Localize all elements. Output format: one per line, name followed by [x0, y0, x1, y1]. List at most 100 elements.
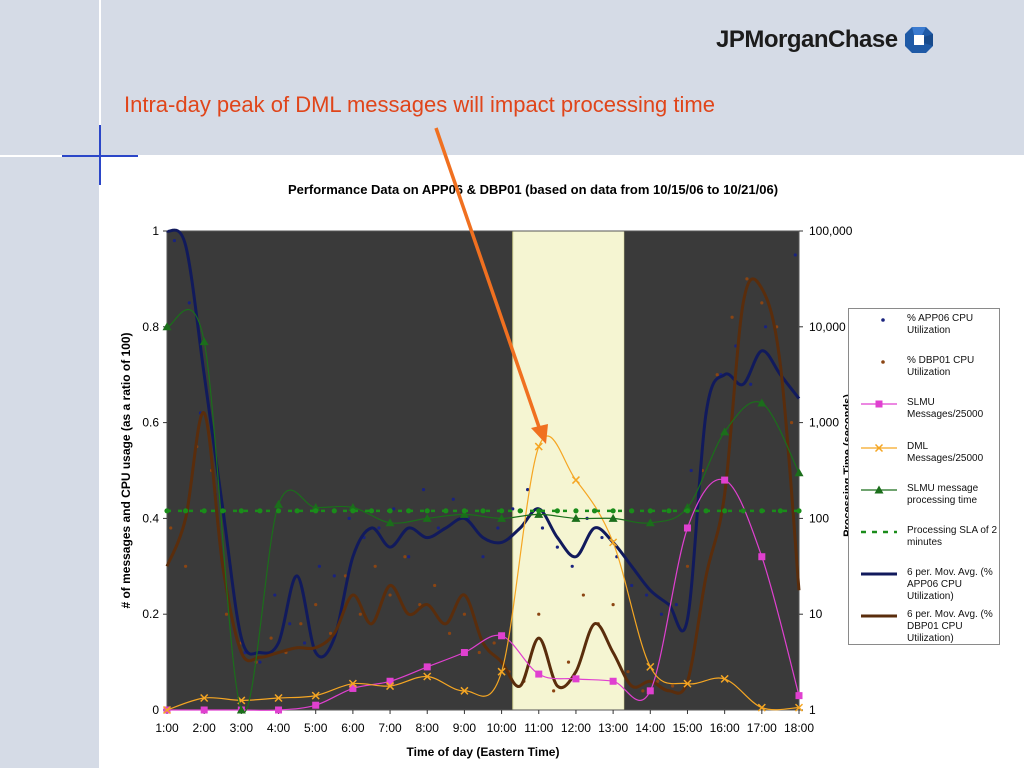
- y-tick-label: 1: [152, 224, 159, 238]
- scatter-point-app06: [674, 603, 678, 607]
- slmu-processing-time-point: [348, 502, 358, 511]
- y-tick-label: 0.2: [142, 607, 159, 621]
- y2-tick-label: 100,000: [809, 224, 853, 238]
- annotation-arrow: [434, 127, 542, 431]
- x-tick-label: 10:00: [487, 721, 517, 735]
- sla-point: [461, 508, 468, 514]
- dml-messages-point: [162, 705, 172, 715]
- scatter-point-dbp01: [656, 679, 660, 683]
- sla-point: [201, 508, 207, 514]
- scatter-point-app06: [172, 238, 177, 243]
- scatter-point-dbp01: [418, 603, 422, 607]
- scatter-point-app06: [600, 535, 604, 540]
- slmu-processing-time-point: [162, 322, 172, 331]
- sla-point: [554, 508, 560, 514]
- dml-messages-point: [757, 703, 766, 712]
- legend-symbol: [861, 400, 897, 408]
- scatter-point-dbp01: [537, 612, 541, 616]
- divider-vertical: [99, 0, 101, 768]
- slmu-processing-time-point: [608, 513, 618, 522]
- slmu-messages-point: [386, 677, 394, 685]
- legend-item: DML Messages/25000: [849, 439, 999, 481]
- sla-point: [759, 508, 765, 514]
- x-tick-label: 17:00: [747, 721, 777, 735]
- dml-messages-point: [200, 693, 209, 703]
- sla-point: [777, 508, 784, 514]
- dml-messages-point: [348, 679, 357, 688]
- slmu-processing-time-point: [645, 518, 655, 527]
- scatter-point-app06: [392, 507, 396, 511]
- y-tick-label: 0.8: [142, 320, 159, 334]
- scatter-point-app06: [793, 253, 797, 257]
- shaded-region-1: [512, 230, 625, 711]
- slmu-messages-point: [758, 553, 766, 561]
- dml-messages-point: [386, 682, 395, 691]
- scatter-point-app06: [407, 555, 411, 559]
- sla-point: [498, 508, 505, 514]
- chart-title: Performance Data on APP06 & DBP01 (based…: [288, 182, 778, 197]
- x-axis-label: Time of day (Eastern Time): [407, 745, 560, 759]
- sla-point: [368, 508, 375, 514]
- annotation-arrowhead: [531, 424, 548, 444]
- sla-point: [703, 508, 709, 514]
- sla-point: [313, 508, 319, 514]
- sla-point: [796, 508, 802, 514]
- dml-messages-point: [571, 476, 580, 485]
- scatter-point-app06: [526, 488, 530, 492]
- legend-label: SLMU Messages/25000: [907, 397, 984, 420]
- scatter-point-app06: [555, 545, 559, 549]
- sla-point: [517, 508, 523, 514]
- scatter-point-app06: [421, 488, 426, 492]
- scatter-point-dbp01: [388, 593, 392, 597]
- slmu-messages-point: [423, 663, 431, 671]
- slmu-processing-time-point: [236, 705, 246, 714]
- scatter-point-app06: [540, 526, 545, 530]
- sla-point: [647, 508, 653, 514]
- scatter-point-dbp01: [373, 564, 377, 568]
- slmu-processing-time-point: [385, 518, 395, 527]
- dml-messages-point: [534, 442, 543, 451]
- legend-symbol: [861, 572, 897, 576]
- slmu-messages-point: [349, 684, 357, 692]
- sla-point: [294, 508, 300, 514]
- dbp01-moving-average-line: [165, 277, 801, 695]
- y2-tick-label: 100: [809, 511, 829, 525]
- x-tick-label: 9:00: [453, 721, 477, 735]
- dml-messages-point: [683, 679, 692, 688]
- scatter-point-dbp01: [671, 684, 675, 688]
- x-tick-label: 12:00: [561, 721, 591, 735]
- x-tick-label: 3:00: [230, 721, 254, 735]
- scatter-point-app06: [481, 555, 485, 559]
- scatter-point-dbp01: [715, 373, 719, 377]
- slmu-processing-time-point: [199, 337, 209, 346]
- legend-marker: [874, 443, 884, 453]
- scatter-point-app06: [436, 526, 440, 530]
- scatter-point-dbp01: [462, 612, 467, 616]
- scatter-point-app06: [288, 622, 292, 626]
- sla-point: [684, 508, 691, 514]
- slmu-messages-point: [275, 706, 283, 714]
- scatter-point-dbp01: [730, 315, 734, 319]
- slmu-messages-point: [200, 706, 208, 714]
- scatter-point-app06: [644, 593, 649, 597]
- company-logo: JPMorganChase: [716, 26, 934, 54]
- scatter-point-app06: [258, 660, 262, 664]
- scatter-point-dbp01: [328, 631, 333, 635]
- slmu-processing-time-point: [757, 398, 767, 407]
- scatter-point-app06: [496, 526, 500, 530]
- scatter-point-app06: [347, 516, 351, 521]
- x-tick-label: 5:00: [304, 721, 328, 735]
- sla-point: [443, 508, 449, 514]
- scatter-point-dbp01: [760, 301, 764, 305]
- slmu-messages-point: [460, 649, 468, 657]
- scatter-point-dbp01: [552, 689, 556, 693]
- scatter-point-app06: [763, 325, 768, 329]
- legend-label: 6 per. Mov. Avg. (% APP06 CPU Utilizatio…: [907, 567, 993, 602]
- sla-point: [220, 508, 226, 514]
- sla-point: [424, 508, 430, 514]
- sla-point: [480, 508, 486, 514]
- octagon-logo-icon: [904, 27, 933, 53]
- y2-tick-label: 10: [809, 607, 823, 621]
- legend-symbol: [861, 443, 897, 453]
